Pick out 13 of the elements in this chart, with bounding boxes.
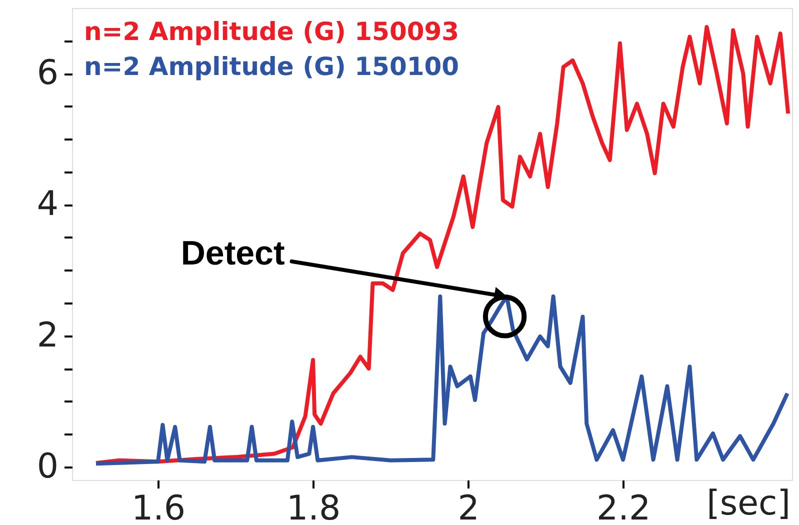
text: n=2 Amplitude (G) 150093: [84, 17, 460, 46]
x-tick-label: 2.2: [596, 488, 651, 525]
text: n=2 Amplitude (G) 150100: [84, 52, 460, 81]
y-tick-label: 0: [36, 446, 58, 486]
x-axis-title: [sec]: [706, 484, 790, 524]
y-tick-label: 4: [36, 184, 58, 224]
y-tick-label: 6: [36, 53, 58, 94]
annotation: Detect: [180, 234, 285, 272]
line-series: [94, 294, 790, 466]
x-tick-label: 1.8: [286, 488, 341, 525]
x-tick-label: 1.6: [131, 488, 186, 525]
y-tick-label: 2: [36, 315, 58, 356]
x-tick-label: 2: [458, 488, 480, 525]
